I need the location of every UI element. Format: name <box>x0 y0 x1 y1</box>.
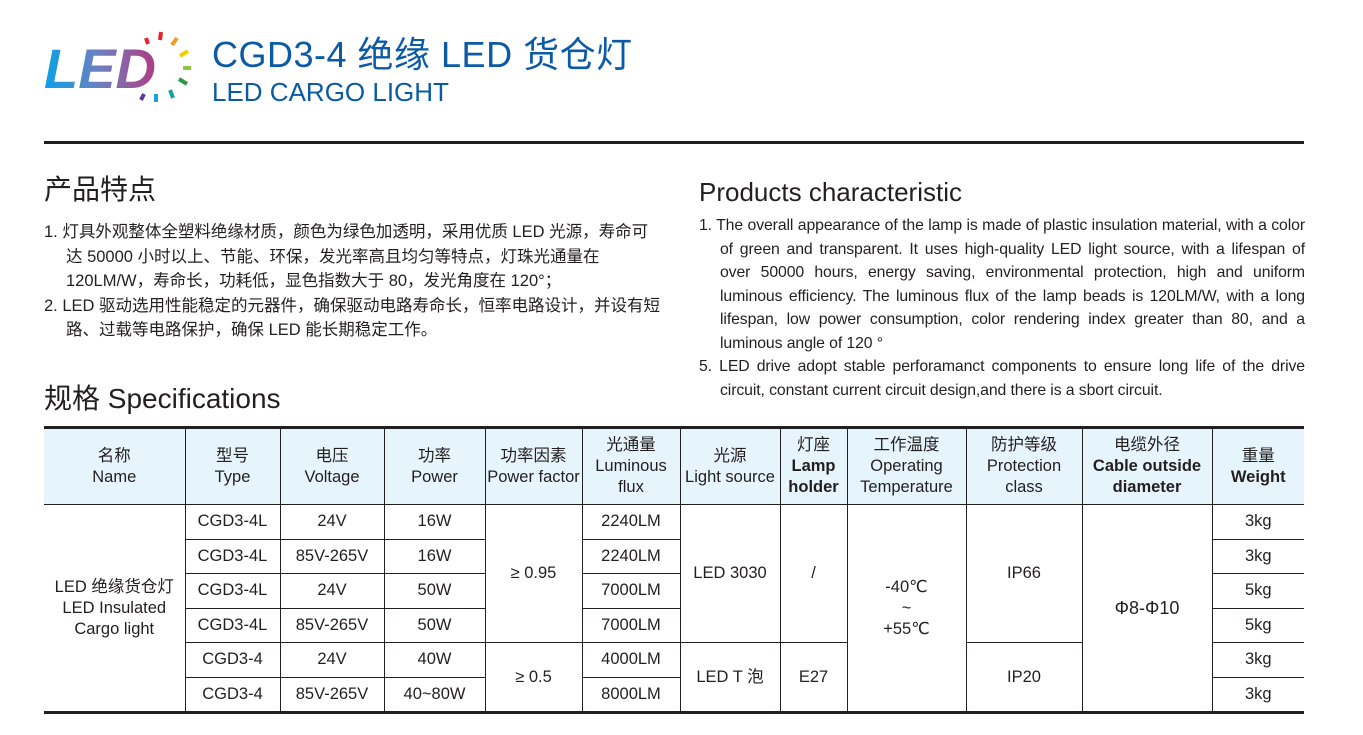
voltage-cell: 24V <box>279 504 385 540</box>
weight-cell: 3kg <box>1211 538 1304 574</box>
column-header-zh: 重量 <box>1241 446 1275 465</box>
features-en-list: 1. The overall appearance of the lamp is… <box>699 214 1305 402</box>
column-header-zh: 功率因素 <box>500 446 567 465</box>
page-title: CGD3-4 绝缘 LED 货仓灯 <box>212 34 633 75</box>
column-header-en: Cable outside diameter <box>1092 457 1202 496</box>
column-header-en: Voltage <box>304 467 360 486</box>
flux-cell: 7000LM <box>581 607 681 643</box>
type-cell: CGD3-4L <box>184 607 281 643</box>
column-header-zh: 光通量 <box>606 436 656 454</box>
features-zh-list: 1. 灯具外观整体全塑料绝缘材质，颜色为绿色加透明，采用优质 LED 光源，寿命… <box>44 220 664 343</box>
column-header-en: Power factor <box>487 467 580 486</box>
list-item: 1. 灯具外观整体全塑料绝缘材质，颜色为绿色加透明，采用优质 LED 光源，寿命… <box>44 223 649 291</box>
voltage-cell: 24V <box>279 573 385 609</box>
column-header-en: Lamp holder <box>788 457 839 496</box>
column-header: 电压 Voltage <box>279 426 385 505</box>
power-factor-cell: ≥ 0.5 <box>484 642 583 714</box>
flux-cell: 7000LM <box>581 573 681 609</box>
flux-cell: 2240LM <box>581 504 681 540</box>
column-header-en: Protection class <box>986 457 1062 496</box>
column-header: 光源 Light source <box>679 426 781 505</box>
column-header: 功率因素 Power factor <box>484 426 583 505</box>
list-item: 5. LED drive adopt stable perforamanct c… <box>699 358 1305 399</box>
flux-cell: 2240LM <box>581 538 681 574</box>
column-header: 防护等级 Protection class <box>965 426 1083 505</box>
column-header: 重量 Weight <box>1211 426 1304 505</box>
power-cell: 40~80W <box>383 676 486 714</box>
type-cell: CGD3-4 <box>184 676 281 714</box>
column-header-zh: 电缆外径 <box>1114 436 1180 454</box>
voltage-cell: 85V-265V <box>279 607 385 643</box>
power-cell: 16W <box>383 538 486 574</box>
column-header-en: Type <box>214 467 251 486</box>
cable-cell: Φ8-Φ10 <box>1081 504 1213 714</box>
svg-text:LED: LED <box>44 37 156 100</box>
column-header: 灯座 Lamp holder <box>779 426 848 505</box>
lamp-holder-cell: / <box>779 504 848 643</box>
light-source-cell: LED 3030 <box>679 504 781 643</box>
protection-cell: IP66 <box>965 504 1083 643</box>
weight-cell: 3kg <box>1211 642 1304 678</box>
divider <box>44 141 1304 144</box>
type-cell: CGD3-4L <box>184 538 281 574</box>
spec-table: 名称 Name 型号 Type 电压 Voltage 功率 Power 功率因素 Power fa… <box>44 426 1304 714</box>
power-factor-cell: ≥ 0.95 <box>484 504 583 643</box>
voltage-cell: 24V <box>279 642 385 678</box>
column-header-en: Power <box>411 467 458 486</box>
column-header: 功率 Power <box>383 426 486 505</box>
power-cell: 50W <box>383 607 486 643</box>
type-cell: CGD3-4 <box>184 642 281 678</box>
column-header-zh: 工作温度 <box>873 436 940 454</box>
column-header-en: Name <box>92 467 137 486</box>
column-header-en: Weight <box>1230 467 1286 486</box>
specs-heading: 规格 Specifications <box>44 383 281 414</box>
protection-cell: IP20 <box>965 642 1083 714</box>
power-cell: 40W <box>383 642 486 678</box>
column-header-en: Luminous flux <box>595 457 667 496</box>
page-subtitle: LED CARGO LIGHT <box>212 77 449 107</box>
type-cell: CGD3-4L <box>184 504 281 540</box>
led-logo: LED <box>44 31 191 102</box>
column-header-zh: 防护等级 <box>991 436 1057 454</box>
column-header-zh: 名称 <box>97 446 131 465</box>
list-item: 1. The overall appearance of the lamp is… <box>699 217 1305 352</box>
flux-cell: 8000LM <box>581 676 681 714</box>
light-source-cell: LED T 泡 <box>679 642 781 714</box>
voltage-cell: 85V-265V <box>279 676 385 714</box>
weight-cell: 5kg <box>1211 573 1304 609</box>
temperature-cell: -40℃ ~ +55℃ <box>846 504 967 714</box>
column-header-zh: 灯座 <box>797 436 830 454</box>
power-cell: 50W <box>383 573 486 609</box>
column-header-en: Light source <box>685 467 775 486</box>
weight-cell: 5kg <box>1211 607 1304 643</box>
column-header-zh: 型号 <box>216 446 249 465</box>
column-header: 型号 Type <box>184 426 281 505</box>
list-item: 2. LED 驱动选用性能稳定的元器件，确保驱动电路寿命长，恒率电路设计，并设有… <box>44 296 661 340</box>
column-header-zh: 电压 <box>315 446 349 465</box>
weight-cell: 3kg <box>1211 504 1304 540</box>
features-en-heading: Products characteristic <box>699 177 962 207</box>
column-header: 电缆外径 Cable outside diameter <box>1081 426 1213 505</box>
weight-cell: 3kg <box>1211 676 1304 714</box>
flux-cell: 4000LM <box>581 642 681 678</box>
column-header: 名称 Name <box>44 426 186 505</box>
voltage-cell: 85V-265V <box>279 538 385 574</box>
features-zh-heading: 产品特点 <box>44 174 157 205</box>
column-header-en: Operating Temperature <box>860 457 953 496</box>
column-header-zh: 功率 <box>418 446 451 465</box>
column-header-zh: 光源 <box>713 446 747 465</box>
column-header: 工作温度 Operating Temperature <box>846 426 967 505</box>
column-header: 光通量 Luminous flux <box>581 426 681 505</box>
product-name-cell: LED 绝缘货仓灯 LED Insulated Cargo light <box>44 504 186 714</box>
type-cell: CGD3-4L <box>184 573 281 609</box>
power-cell: 16W <box>383 504 486 540</box>
lamp-holder-cell: E27 <box>779 642 848 714</box>
